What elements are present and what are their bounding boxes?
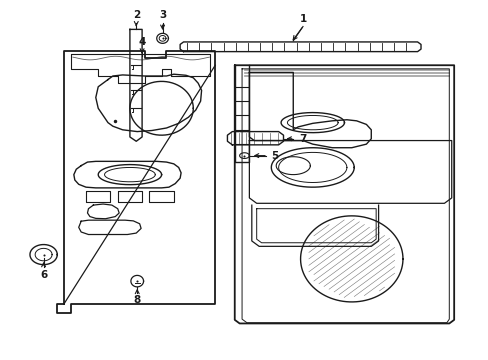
Text: 1: 1: [299, 14, 306, 24]
Text: 4: 4: [138, 37, 145, 47]
Text: 3: 3: [159, 10, 166, 21]
Text: 5: 5: [271, 150, 278, 161]
Text: 7: 7: [299, 134, 306, 144]
Text: 8: 8: [133, 296, 141, 306]
Text: 2: 2: [132, 10, 140, 21]
Text: 6: 6: [40, 270, 47, 280]
